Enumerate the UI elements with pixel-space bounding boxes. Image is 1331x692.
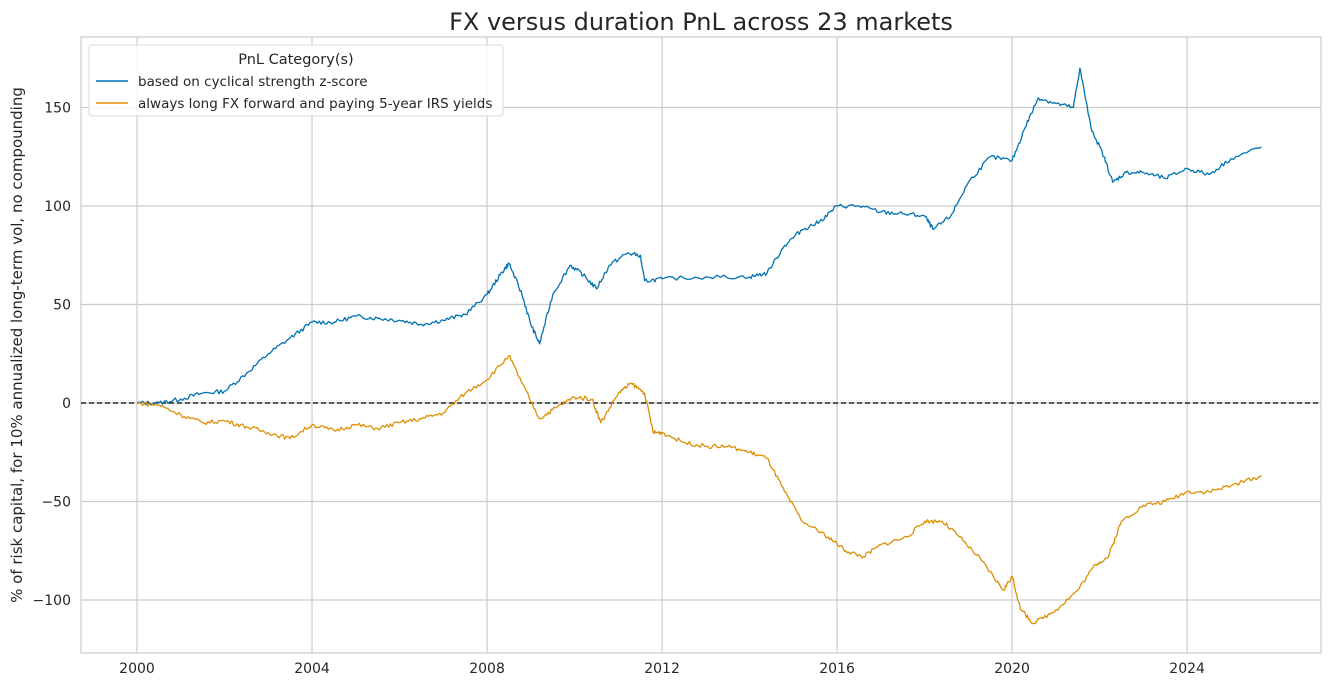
y-tick-label: −100 bbox=[33, 593, 71, 609]
y-tick-label: 0 bbox=[62, 396, 71, 412]
x-ticks: 2000 2004 2008 2012 2016 2020 2024 bbox=[119, 661, 1205, 677]
x-tick-label: 2020 bbox=[994, 661, 1030, 677]
x-tick-label: 2012 bbox=[644, 661, 680, 677]
y-tick-label: 50 bbox=[53, 298, 71, 314]
y-axis-label: % of risk capital, for 10% annualized lo… bbox=[8, 87, 26, 603]
legend-label-cyclical: based on cyclical strength z-score bbox=[138, 74, 368, 90]
y-tick-label: 100 bbox=[44, 199, 71, 215]
chart-title: FX versus duration PnL across 23 markets bbox=[449, 8, 953, 36]
x-tick-label: 2024 bbox=[1169, 661, 1205, 677]
x-tick-label: 2016 bbox=[819, 661, 855, 677]
legend-label-always-long: always long FX forward and paying 5-year… bbox=[138, 96, 492, 112]
series-line-0 bbox=[136, 67, 1262, 406]
legend-title: PnL Category(s) bbox=[238, 52, 353, 68]
plot-area bbox=[80, 36, 1322, 654]
x-tick-label: 2008 bbox=[469, 661, 505, 677]
legend: PnL Category(s) based on cyclical streng… bbox=[88, 44, 504, 117]
x-tick-label: 2004 bbox=[294, 661, 330, 677]
y-tick-label: −50 bbox=[41, 495, 71, 511]
x-tick-label: 2000 bbox=[119, 661, 155, 677]
y-ticks: −100 −50 0 50 100 150 bbox=[33, 101, 71, 609]
legend-box bbox=[88, 44, 504, 117]
y-tick-label: 150 bbox=[44, 101, 71, 117]
series-line-1 bbox=[136, 355, 1262, 625]
series-lines bbox=[136, 67, 1262, 625]
